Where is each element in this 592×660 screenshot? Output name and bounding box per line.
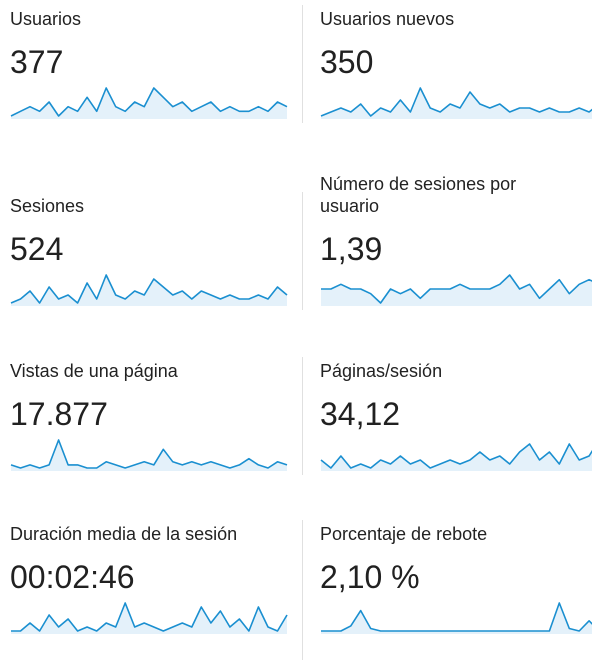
metric-title: Usuarios [10,0,260,31]
metric-value: 2,10 % [320,559,420,595]
divider [302,5,303,123]
sparkline-area [321,603,592,634]
sparkline-line [11,602,288,632]
metric-title: Duración media de la sesión [10,498,260,546]
sparkline-area [321,275,592,306]
metric-title: Usuarios nuevos [320,0,570,31]
divider [302,357,303,475]
sparkline-line [10,87,288,117]
sparkline-area [11,603,287,634]
metric-value: 17.877 [10,396,108,432]
metric-title-text: Número de sesiones por usuario [320,174,517,216]
sparkline [10,274,288,306]
metric-title: Número de sesiones por usuario [320,170,570,218]
sparkline-area [321,444,592,471]
metric-value: 377 [10,44,64,80]
sparkline [10,87,288,119]
sparkline-line [321,602,592,632]
divider [302,520,303,660]
sparkline [321,602,592,634]
metric-value: 34,12 [320,396,401,432]
sparkline-line [321,274,592,304]
metric-title-text: Vistas de una página [10,361,178,381]
metric-title-text: Porcentaje de rebote [320,524,488,544]
page: Usuarios 377 Usuarios nuevos 350 Sesiones 524… [10,0,592,660]
sparkline-area [11,88,287,119]
metric-title-text: Páginas/sesión [320,361,443,381]
sparkline-line [10,274,288,304]
sparkline-line [320,87,592,117]
metric-value: 1,39 [320,231,383,267]
metric-value: 524 [10,231,64,267]
metric-value: 00:02:46 [10,559,135,595]
sparkline [10,439,288,471]
metric-card: Páginas/sesión 34,12 [320,335,592,471]
sparkline [320,87,592,119]
sparkline-line [10,439,288,469]
metric-title: Porcentaje de rebote [320,498,570,546]
metric-value: 350 [320,44,374,80]
metric-card: Vistas de una página 17.877 [10,335,295,471]
metric-title: Páginas/sesión [320,335,570,383]
metric-title-text: Sesiones [10,196,85,216]
metric-title: Sesiones [10,170,260,218]
metric-card: Porcentaje de rebote 2,10 % [320,498,592,634]
divider [302,192,303,310]
metric-card: Usuarios 377 [10,0,295,119]
metric-title-text: Usuarios [10,9,82,29]
metric-card: Usuarios nuevos 350 [320,0,592,119]
sparkline-area [321,88,592,119]
sparkline [320,443,592,471]
metric-card: Duración media de la sesión 00:02:46 [10,498,295,634]
metric-title: Vistas de una página [10,335,260,383]
metric-title-text: Usuarios nuevos [320,9,455,29]
metric-card: Sesiones 524 [10,170,295,306]
metric-title-text: Duración media de la sesión [10,524,238,544]
sparkline-line [320,443,592,469]
sparkline [321,274,592,306]
sparkline [11,602,288,634]
metric-card: Número de sesiones por usuario 1,39 [320,170,592,306]
